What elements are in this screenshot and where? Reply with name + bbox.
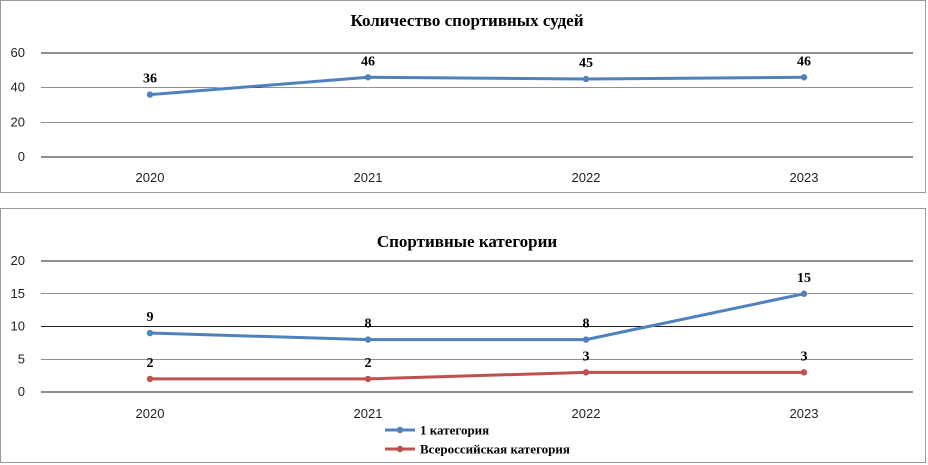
y-tick-label: 20 — [11, 253, 25, 268]
chart-panel-judges: Количество спортивных судей 0 20 40 60 2020 20… — [0, 0, 926, 193]
data-point — [146, 329, 154, 337]
data-point — [146, 375, 154, 383]
chart-title: Спортивные категории — [377, 232, 558, 251]
data-label: 8 — [583, 317, 590, 332]
y-tick-label: 0 — [18, 149, 25, 164]
y-tick-label: 15 — [11, 286, 25, 301]
y-tick-label: 10 — [11, 319, 25, 334]
data-label: 3 — [583, 349, 590, 364]
x-tick-label: 2021 — [354, 406, 383, 421]
series-line — [149, 292, 805, 342]
data-label: 2 — [147, 356, 154, 371]
legend-marker — [396, 426, 404, 434]
data-point — [582, 369, 590, 376]
data-label: 9 — [147, 310, 154, 325]
legend-entry: Всероссийская категория — [420, 442, 570, 457]
data-point — [800, 74, 808, 81]
data-point — [800, 290, 808, 297]
data-label: 46 — [797, 54, 811, 69]
y-tick-label: 60 — [11, 45, 25, 60]
x-tick-label: 2022 — [572, 406, 601, 421]
x-tick-label: 2023 — [790, 170, 819, 185]
x-tick-label: 2020 — [136, 170, 165, 185]
x-tick-label: 2020 — [136, 406, 165, 421]
chart-title: Количество спортивных судей — [350, 11, 583, 30]
data-label: 45 — [579, 56, 593, 71]
data-label: 15 — [797, 271, 811, 286]
data-label: 3 — [801, 349, 808, 364]
y-tick-label: 0 — [18, 384, 25, 399]
data-label: 8 — [365, 317, 372, 332]
y-tick-label: 40 — [11, 80, 25, 95]
legend-entry: 1 категория — [420, 423, 489, 438]
data-label: 2 — [365, 356, 372, 371]
y-tick-label: 20 — [11, 114, 25, 129]
x-tick-label: 2022 — [572, 170, 601, 185]
series-line — [149, 75, 805, 97]
data-point — [582, 75, 590, 83]
data-point — [364, 375, 372, 383]
y-tick-label: 5 — [18, 351, 25, 366]
x-tick-label: 2021 — [354, 170, 383, 185]
data-label: 46 — [361, 54, 375, 69]
legend-marker — [396, 445, 404, 453]
chart-panel-categories: Спортивные категории 0 5 10 15 20 2020 2021 2022… — [0, 208, 926, 463]
data-label: 36 — [143, 72, 157, 87]
data-point — [582, 336, 590, 343]
x-tick-label: 2023 — [790, 406, 819, 421]
data-point — [146, 91, 154, 98]
data-point — [364, 336, 372, 343]
data-point — [364, 74, 372, 81]
series-line — [150, 370, 804, 381]
judges-line-chart: Количество спортивных судей 0 20 40 60 2020 20… — [11, 11, 913, 185]
data-point — [800, 369, 808, 376]
